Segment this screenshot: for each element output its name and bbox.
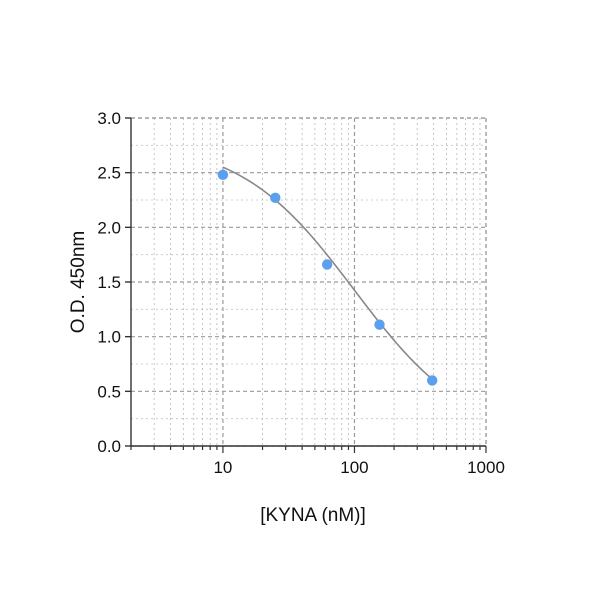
x-tick-label: 1000: [467, 458, 505, 477]
x-tick-label: 10: [213, 458, 232, 477]
y-tick-label: 0.0: [97, 437, 121, 456]
grid: [130, 117, 487, 447]
data-point: [270, 192, 281, 204]
y-tick-label: 2.5: [97, 164, 121, 183]
y-tick-label: 3.0: [97, 109, 121, 128]
data-point: [321, 259, 333, 270]
data-point: [217, 169, 229, 181]
y-axis-title: O.D. 450nm: [68, 231, 89, 333]
axes: 0.0 0.5 1.0 1.5 2.0 2.5 3.0 10 100 1000: [97, 109, 505, 477]
y-tick-label: 1.5: [97, 273, 121, 292]
fit-curve-layer: [222, 166, 433, 380]
x-axis-title: [KYNA (nM)]: [260, 505, 366, 526]
y-tick-label: 0.5: [97, 382, 121, 401]
plot-frame: [131, 117, 487, 446]
data-points: [217, 169, 438, 386]
y-tick-label: 2.0: [97, 218, 121, 237]
data-point: [427, 375, 438, 386]
fit-curve: [222, 166, 433, 380]
data-point: [374, 319, 385, 330]
y-tick-label: 1.0: [97, 328, 121, 347]
x-tick-label: 100: [340, 458, 368, 477]
